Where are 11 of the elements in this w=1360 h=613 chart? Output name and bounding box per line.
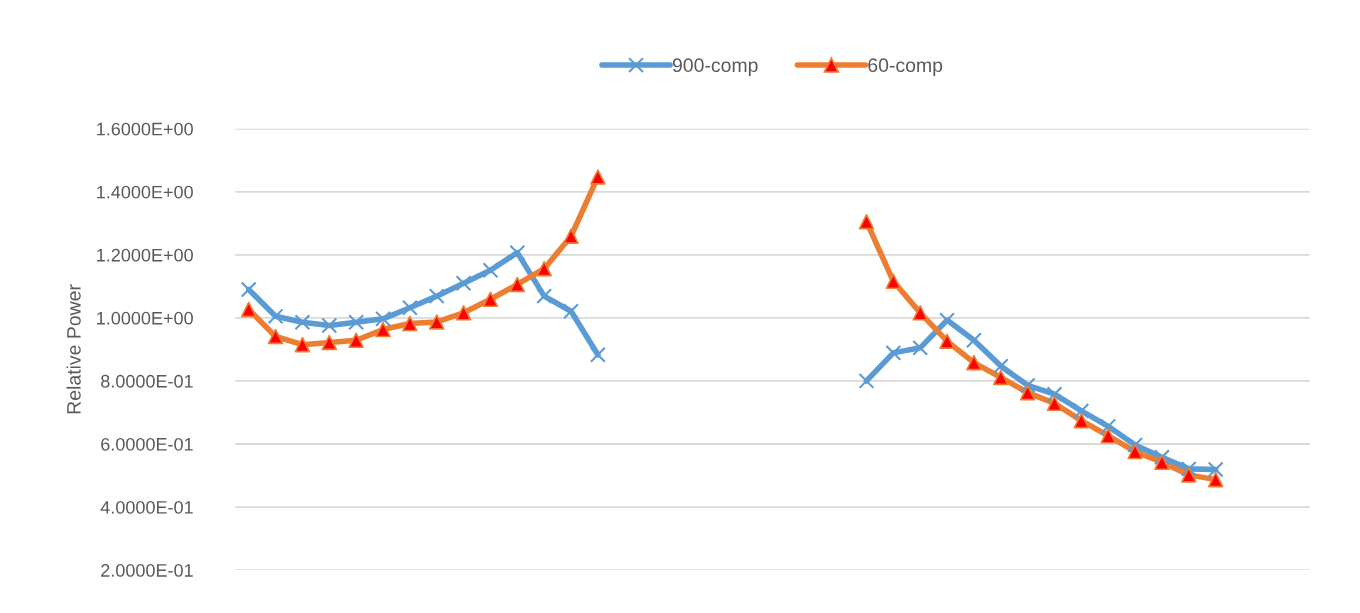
y-tick-label: 4.0000E-01 <box>100 500 193 514</box>
legend-label: 60-comp <box>868 58 943 76</box>
y-tick-label: 8.0000E-01 <box>101 374 193 388</box>
y-axis-title: Relative Power <box>66 284 81 414</box>
y-tick-label: 1.2000E+00 <box>97 248 193 262</box>
y-tick-label: 1.4000E+00 <box>97 185 193 199</box>
y-tick-label: 2.0000E-01 <box>101 564 193 577</box>
legend-label: 900-comp <box>672 58 758 76</box>
y-tick-label: 1.0000E+00 <box>97 311 193 325</box>
y-tick-label: 6.0000E-01 <box>101 437 193 451</box>
y-tick-label: 1.6000E+00 <box>97 122 193 136</box>
